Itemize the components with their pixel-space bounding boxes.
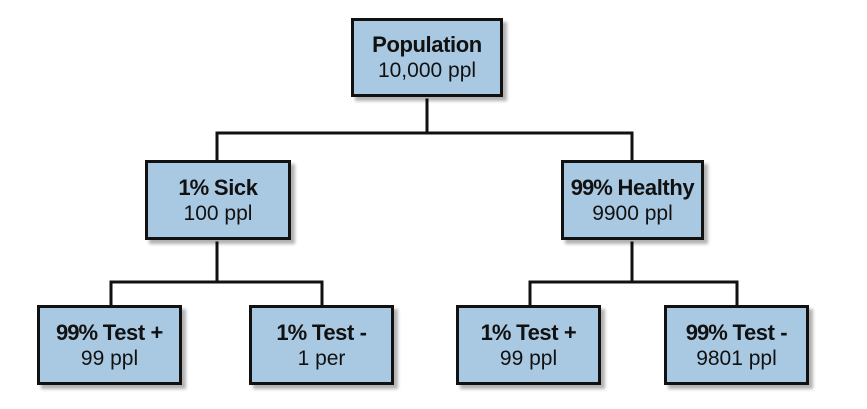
healthy-test-positive-node: 1% Test + 99 ppl [456,305,601,385]
healthy-test-positive-label: Test + [516,319,577,345]
sick-test-positive-percent: 99% [56,319,98,345]
sick-test-negative-label: Test - [311,319,367,345]
sick-count: 100 ppl [183,201,253,225]
sick-node: 1% Sick 100 ppl [145,160,291,240]
sick-test-negative-percent: 1% [276,319,307,345]
sick-test-negative-node: 1% Test - 1 per [249,305,394,385]
healthy-test-negative-title: 99% Test - [685,319,788,346]
sick-test-negative-title: 1% Test - [276,319,367,346]
healthy-test-positive-title: 1% Test + [481,319,577,346]
sick-test-negative-count: 1 per [297,346,346,370]
sick-test-positive-node: 99% Test + 99 ppl [37,305,182,385]
healthy-test-negative-count: 9801 ppl [696,346,777,370]
population-node: Population 10,000 ppl [351,18,503,97]
sick-percent: 1% [178,174,209,200]
sick-test-positive-count: 99 ppl [80,346,139,370]
healthy-percent: 99% [570,174,613,200]
healthy-node: 99% Healthy 9900 ppl [561,160,704,240]
sick-test-positive-label: Test + [102,319,164,345]
healthy-test-positive-percent: 1% [480,319,512,345]
healthy-test-negative-percent: 99% [685,319,728,345]
sick-test-positive-title: 99% Test + [56,319,163,346]
healthy-test-negative-label: Test - [732,319,788,345]
population-count: 10,000 ppl [377,59,477,82]
sick-label: Sick [213,174,258,200]
sick-title: 1% Sick [178,174,258,201]
healthy-test-positive-count: 99 ppl [499,346,558,370]
healthy-count: 9900 ppl [592,201,673,225]
healthy-test-negative-node: 99% Test - 9801 ppl [664,305,809,385]
population-title: Population [372,32,482,57]
healthy-title: 99% Healthy [570,174,695,201]
healthy-label: Healthy [617,174,695,200]
